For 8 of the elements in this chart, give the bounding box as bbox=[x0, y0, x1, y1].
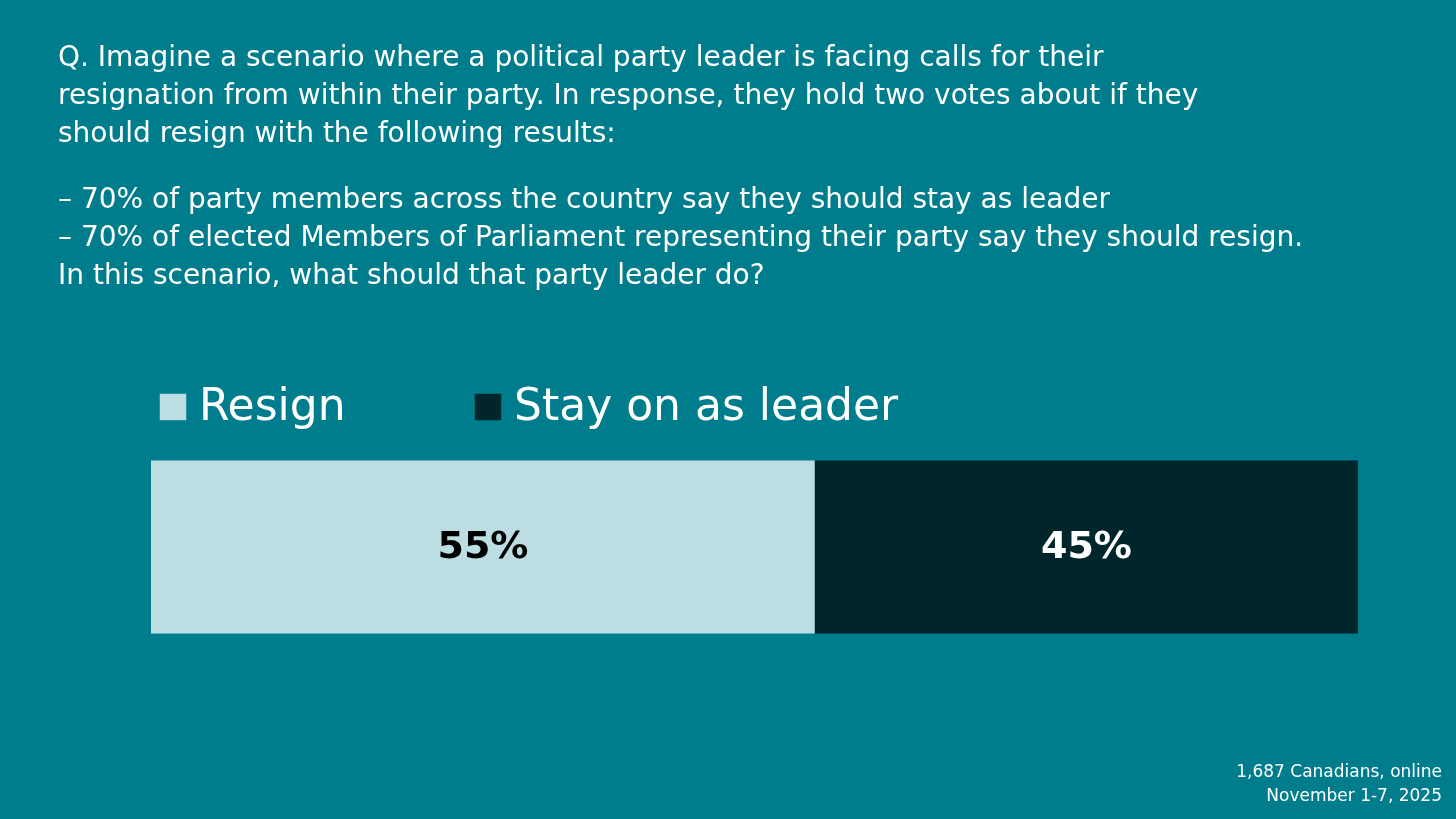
chart-title: Q. Imagine a scenario where a political party leader is facing calls for their resignation from within their party. In response, they hold two votes about if they should resign with the following results: bbox=[58, 39, 1200, 151]
data-label: 45% bbox=[1040, 523, 1132, 567]
legend-label: Stay on as leader bbox=[514, 379, 900, 430]
text: 1,687 Canadians, online bbox=[1236, 760, 1442, 783]
legend-label: Resign bbox=[199, 379, 346, 430]
data-label: 55% bbox=[437, 523, 529, 567]
chart-subtitle: – 70% of party members across the country say they should stay as leader – 70% of elected Members of Parliament representing their party say they should resign. In this scenario, what should that party leader do? bbox=[58, 181, 1305, 293]
text: November 1-7, 2025 bbox=[1265, 784, 1442, 807]
